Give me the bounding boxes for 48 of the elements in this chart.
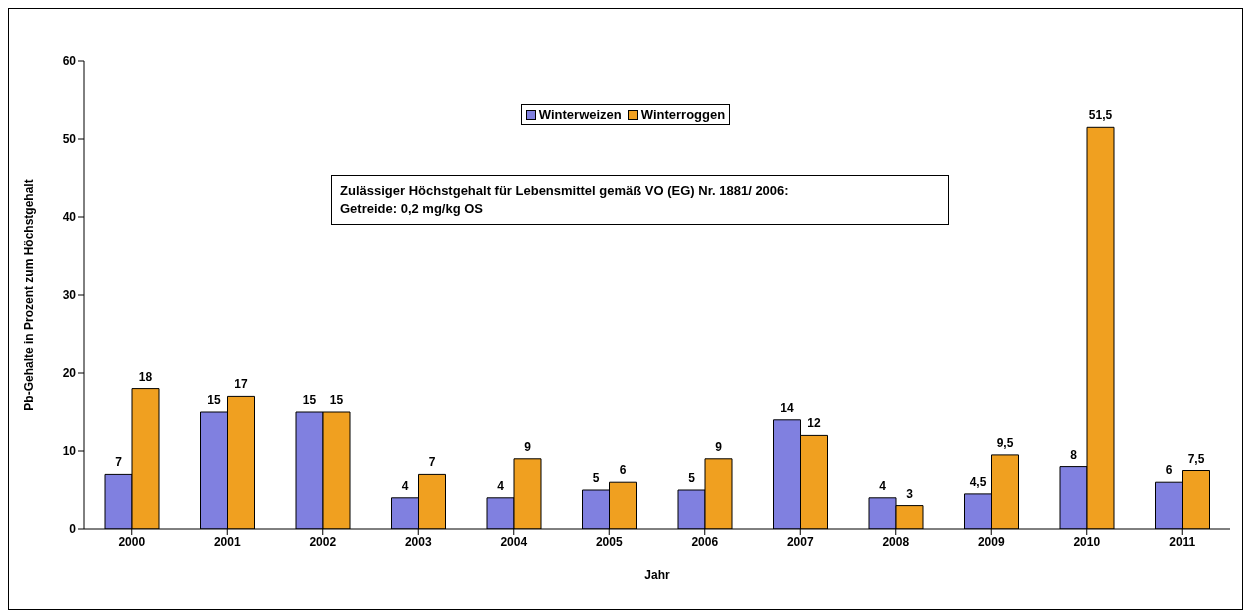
x-tick-label: 2006 <box>691 534 719 549</box>
data-label: 4 <box>401 478 409 493</box>
data-label: 6 <box>619 463 627 478</box>
y-axis-title: Pb-Gehalte in Prozent zum Höchstgehalt <box>22 179 37 411</box>
x-tick-label: 2005 <box>595 534 623 549</box>
data-label: 7 <box>428 455 436 470</box>
data-label: 3 <box>906 486 914 501</box>
y-tick-label: 50 <box>62 132 77 147</box>
data-label: 7 <box>115 455 123 470</box>
legend-label: Winterweizen <box>537 107 622 122</box>
y-tick-label: 60 <box>62 54 77 69</box>
data-label: 9 <box>524 439 532 454</box>
y-tick-label: 10 <box>62 444 77 459</box>
x-tick-label: 2000 <box>118 534 146 549</box>
data-label: 18 <box>138 369 153 384</box>
x-tick-label: 2002 <box>309 534 337 549</box>
x-axis-title: Jahr <box>644 568 670 582</box>
note-box: Zulässiger Höchstgehalt für Lebensmittel gemäß VO (EG) Nr. 1881/ 2006: Getreide: 0,2 mg/kg OS <box>331 175 949 225</box>
data-label: 4 <box>497 478 505 493</box>
y-tick-label: 40 <box>62 210 77 225</box>
x-tick-label: 2003 <box>404 534 432 549</box>
x-tick-label: 2008 <box>882 534 910 549</box>
data-label: 15 <box>207 393 221 407</box>
x-tick-label: 2004 <box>500 534 528 549</box>
data-label: 15 <box>329 393 344 407</box>
data-label: 4,5 <box>969 474 987 489</box>
data-label: 4 <box>879 478 887 493</box>
data-label: 15 <box>302 393 317 407</box>
data-label: 17 <box>234 377 248 392</box>
x-tick-label: 2011 <box>1169 534 1196 549</box>
data-label: 51,5 <box>1088 108 1113 123</box>
data-label: 12 <box>807 416 821 431</box>
data-label: 6 <box>1165 463 1173 478</box>
data-label: 9 <box>715 439 723 454</box>
x-tick-label: 2007 <box>786 534 814 549</box>
legend-label: Winterroggen <box>639 107 726 122</box>
data-label: 8 <box>1070 447 1078 462</box>
data-label: 9,5 <box>996 435 1014 450</box>
y-tick-label: 0 <box>69 522 77 537</box>
x-tick-label: 2001 <box>213 534 241 549</box>
data-label: 5 <box>592 471 600 485</box>
x-tick-label: 2009 <box>977 534 1005 549</box>
y-tick-label: 20 <box>62 366 77 381</box>
data-label: 7,5 <box>1187 451 1205 466</box>
data-label: 14 <box>780 400 794 415</box>
x-tick-label: 2010 <box>1073 534 1101 549</box>
y-tick-label: 30 <box>62 288 77 303</box>
data-label: 5 <box>688 471 696 485</box>
